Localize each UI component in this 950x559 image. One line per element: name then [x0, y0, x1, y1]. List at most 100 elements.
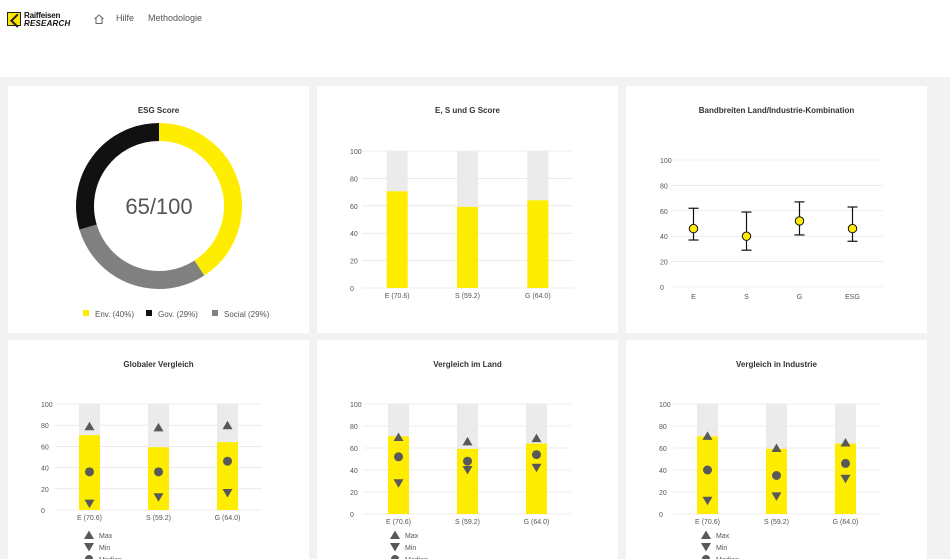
- raiffeisen-research-logo[interactable]: Raiffeisen RESEARCH: [7, 11, 70, 29]
- y-tick-label-3: 60: [41, 444, 49, 451]
- median-marker-1: [463, 456, 472, 466]
- bar-2: [527, 200, 549, 288]
- esg-score-card: ESG Score 65/100 Env. (40%) Gov. (29%) Soci…: [8, 86, 309, 333]
- y-tick-label-3: 60: [350, 204, 358, 211]
- value-point-0: [688, 223, 699, 234]
- y-tick-label-0: 0: [350, 512, 354, 519]
- min-marker-2: [840, 474, 851, 484]
- y-tick-label-4: 80: [660, 183, 668, 190]
- donut-slice-1: [79, 224, 205, 289]
- y-tick-label-5: 100: [660, 158, 672, 165]
- y-tick-label-4: 80: [659, 424, 667, 431]
- main-nav: Hilfe Methodologie: [93, 12, 216, 24]
- median-marker-0: [85, 467, 94, 477]
- max-marker-0: [702, 431, 713, 440]
- legend-min-icon: [390, 543, 400, 552]
- legend-min-label: Min: [405, 545, 416, 552]
- legend-max-label: Max: [716, 533, 730, 540]
- y-tick-label-5: 100: [350, 149, 362, 156]
- bar-2: [526, 443, 547, 514]
- value-point-3: [847, 223, 858, 234]
- median-marker-2: [223, 456, 232, 466]
- industry-comparison-card: Vergleich in Industrie 0 20 40 60 80 100 E (70…: [626, 340, 927, 559]
- card-title: Vergleich in Industrie: [736, 360, 817, 369]
- x-tick-label-1: S: [744, 294, 749, 301]
- bar-0: [388, 436, 409, 514]
- y-tick-label-3: 60: [659, 446, 667, 453]
- min-marker-1: [153, 493, 164, 502]
- industry-comparison-chart: 0 20 40 60 80 100 E (70.6) S (59.2) G (64.0) Max M…: [659, 402, 880, 559]
- card-title: E, S und G Score: [435, 106, 500, 115]
- legend-swatch-2: [212, 310, 218, 316]
- value-point-2: [794, 216, 805, 226]
- legend-median-icon: [85, 555, 93, 559]
- max-marker-1: [153, 422, 164, 432]
- logo-line2: RESEARCH: [24, 19, 71, 28]
- legend-max-label: Max: [405, 533, 419, 540]
- donut-slice-2: [76, 123, 160, 230]
- card-title: Vergleich im Land: [433, 360, 502, 369]
- y-tick-label-3: 60: [660, 209, 668, 216]
- country-comparison-card: Vergleich im Land 0 20 40 60 80 100 E (70.6) S …: [317, 340, 618, 559]
- esg-donut-chart: 65/100 Env. (40%) Gov. (29%) Social (29%): [76, 123, 270, 319]
- legend-max-label: Max: [99, 533, 113, 540]
- legend-label-2: Social (29%): [224, 310, 270, 319]
- y-tick-label-5: 100: [41, 402, 53, 409]
- y-tick-label-2: 40: [660, 234, 668, 241]
- median-marker-0: [394, 452, 403, 462]
- min-marker-2: [531, 463, 542, 473]
- esg-bars-card: E, S und G Score 0 20 40 60 80 100 E (70.6) S (…: [317, 86, 618, 333]
- x-tick-label-0: E (70.6): [695, 519, 720, 526]
- y-tick-label-2: 40: [41, 466, 49, 473]
- y-tick-label-2: 40: [350, 468, 358, 475]
- bandwidth-card: Bandbreiten Land/Industrie-Kombination 0…: [626, 86, 927, 333]
- min-marker-0: [84, 499, 95, 509]
- x-tick-label-2: G (64.0): [525, 293, 551, 300]
- min-marker-0: [702, 496, 713, 506]
- logo-line1: Raiffeisen: [24, 11, 61, 20]
- y-tick-label-0: 0: [350, 286, 354, 293]
- y-tick-label-1: 20: [350, 259, 358, 266]
- legend-min-icon: [701, 543, 711, 552]
- y-tick-label-1: 20: [660, 260, 668, 267]
- y-tick-label-0: 0: [659, 512, 663, 519]
- legend-label-1: Gov. (29%): [158, 310, 198, 319]
- max-marker-1: [771, 443, 782, 452]
- median-marker-2: [841, 458, 850, 468]
- min-marker-2: [222, 489, 233, 498]
- legend-swatch-1: [146, 310, 152, 316]
- y-tick-label-5: 100: [350, 402, 362, 409]
- x-tick-label-0: E (70.6): [77, 515, 102, 522]
- min-marker-1: [771, 492, 782, 501]
- max-marker-2: [840, 438, 851, 447]
- median-marker-2: [532, 450, 541, 460]
- top-bar: Raiffeisen RESEARCH Hilfe Methodologie: [0, 0, 950, 77]
- y-tick-label-0: 0: [660, 285, 664, 292]
- x-tick-label-0: E: [691, 294, 696, 301]
- x-tick-label-2: G: [797, 294, 802, 301]
- median-marker-0: [703, 465, 712, 475]
- y-tick-label-3: 60: [350, 446, 358, 453]
- y-tick-label-5: 100: [659, 402, 671, 409]
- nav-help-link[interactable]: Hilfe: [116, 13, 135, 23]
- bar-1: [457, 448, 478, 514]
- bar-1: [457, 206, 478, 288]
- y-tick-label-4: 80: [350, 424, 358, 431]
- y-tick-label-4: 80: [350, 176, 358, 183]
- legend-median-icon: [702, 555, 710, 559]
- x-tick-label-2: G (64.0): [215, 515, 241, 522]
- nav-methodology-link[interactable]: Methodologie: [148, 13, 203, 23]
- x-tick-label-2: G (64.0): [833, 519, 859, 526]
- home-icon[interactable]: [93, 12, 105, 24]
- min-marker-1: [462, 466, 473, 475]
- legend-min-label: Min: [99, 545, 110, 552]
- card-title: ESG Score: [137, 106, 180, 115]
- legend-max-icon: [390, 530, 400, 539]
- legend-min-icon: [84, 543, 94, 552]
- value-point-1: [741, 231, 752, 241]
- x-tick-label-1: S (59.2): [146, 515, 171, 522]
- max-marker-2: [222, 420, 233, 430]
- median-marker-1: [772, 471, 781, 480]
- bar-0: [697, 436, 718, 514]
